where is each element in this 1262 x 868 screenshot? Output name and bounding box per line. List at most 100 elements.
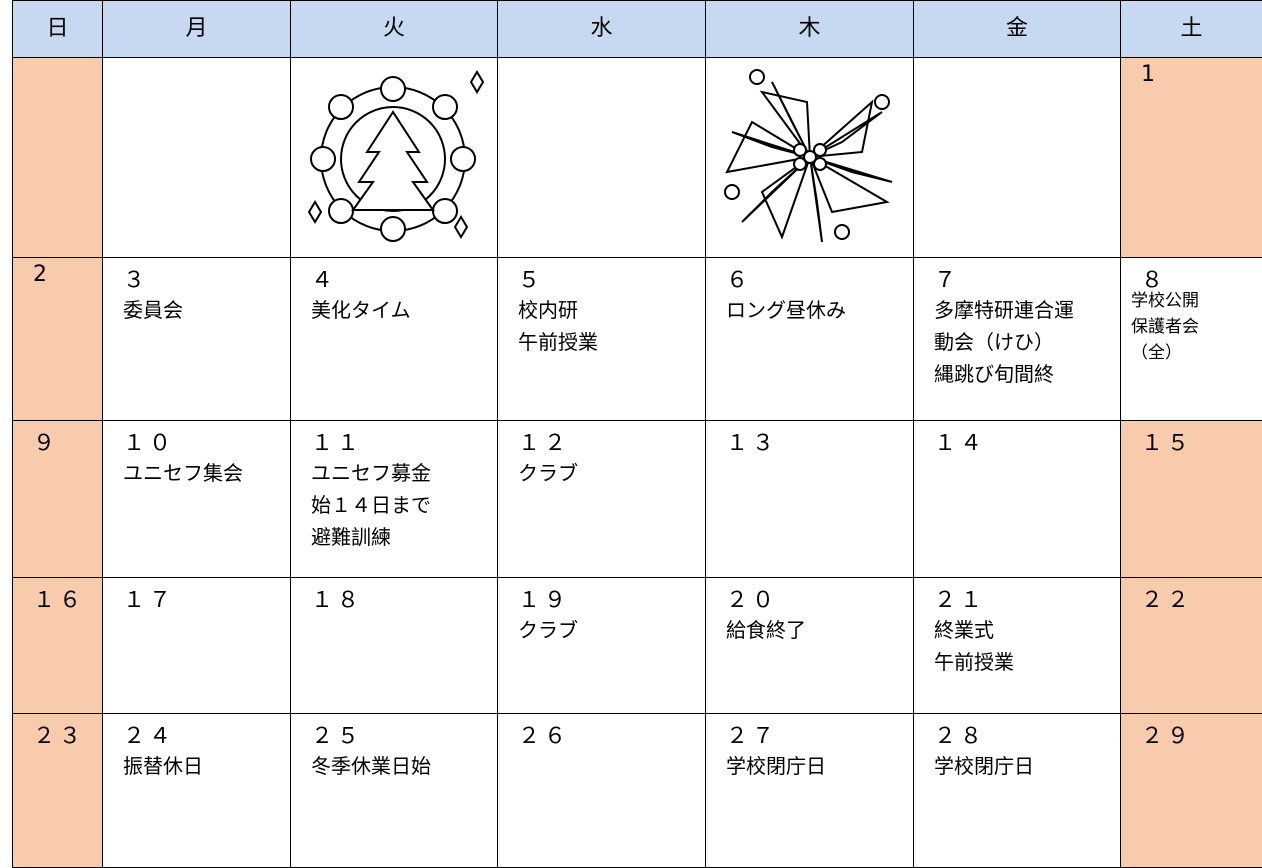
- day-number: 1: [1141, 62, 1159, 87]
- event: 学校閉庁日: [934, 754, 1034, 778]
- day-cell: ２４ 振替休日: [102, 713, 290, 868]
- weekday-header: 水: [497, 0, 705, 57]
- event: 避難訓練: [311, 525, 391, 549]
- day-cell: １５: [1120, 420, 1262, 577]
- day-cell: ５ 校内研 午前授業: [497, 257, 705, 420]
- day-number: １３: [726, 431, 779, 456]
- day-number: ２０: [726, 588, 779, 613]
- day-number: ２８: [934, 724, 987, 749]
- day-number: ２９: [1141, 724, 1194, 749]
- poinsettia-illustration: [724, 69, 893, 243]
- day-cell: 1: [1120, 57, 1262, 257]
- wreath-illustration: [307, 70, 485, 242]
- event: ユニセフ募金: [311, 461, 431, 485]
- day-cell: １３: [705, 420, 913, 577]
- day-cell: ２８ 学校閉庁日: [913, 713, 1120, 868]
- day-cell: ７ 多摩特研連合運 動会（けひ） 縄跳び旬間終: [913, 257, 1120, 420]
- event: ユニセフ集会: [123, 461, 243, 485]
- weekday-header: 金: [913, 0, 1120, 57]
- day-cell: ２６: [497, 713, 705, 868]
- day-cell: １１ ユニセフ募金 始１４日まで 避難訓練: [290, 420, 497, 577]
- day-number: ９: [33, 431, 60, 456]
- event: 午前授業: [934, 650, 1014, 674]
- day-cell: 2: [12, 257, 102, 420]
- event: （全）: [1131, 343, 1182, 363]
- events: ロング昼休み: [726, 294, 846, 326]
- event: 委員会: [123, 298, 183, 322]
- events: 校内研 午前授業: [518, 294, 598, 358]
- events: 委員会: [123, 294, 183, 326]
- day-cell: ６ ロング昼休み: [705, 257, 913, 420]
- day-number: １２: [518, 431, 571, 456]
- day-number: 2: [33, 262, 51, 287]
- events: クラブ: [518, 614, 578, 646]
- day-number: ６: [726, 268, 753, 293]
- event: ロング昼休み: [726, 298, 846, 322]
- day-number: ５: [518, 268, 545, 293]
- day-number: ２４: [123, 724, 176, 749]
- event: 振替休日: [123, 754, 203, 778]
- event: クラブ: [518, 618, 578, 642]
- day-cell: ８ 学校公開保護者会 （全）: [1120, 257, 1262, 420]
- day-cell: １９ クラブ: [497, 577, 705, 713]
- day-cell: １０ ユニセフ集会: [102, 420, 290, 577]
- day-number: ８: [1141, 268, 1168, 293]
- day-number: ２６: [518, 724, 571, 749]
- day-cell: ２１ 終業式 午前授業: [913, 577, 1120, 713]
- day-number: ２２: [1141, 588, 1194, 613]
- day-cell: [102, 57, 290, 257]
- event: 校内研: [518, 298, 578, 322]
- event: 保護者会: [1131, 317, 1199, 337]
- day-number: １７: [123, 588, 176, 613]
- event: 縄跳び旬間終: [934, 362, 1054, 386]
- day-cell: ２７ 学校閉庁日: [705, 713, 913, 868]
- events: 学校閉庁日: [934, 750, 1034, 782]
- event: クラブ: [518, 461, 578, 485]
- events: 終業式 午前授業: [934, 614, 1014, 678]
- day-number: ２３: [33, 724, 86, 749]
- day-cell: [705, 57, 913, 257]
- day-number: １９: [518, 588, 571, 613]
- weekday-header: 火: [290, 0, 497, 57]
- day-cell: ２０ 給食終了: [705, 577, 913, 713]
- weekday-header: 月: [102, 0, 290, 57]
- day-number: １５: [1141, 431, 1194, 456]
- day-cell: ２９: [1120, 713, 1262, 868]
- day-number: １６: [33, 588, 86, 613]
- day-number: ４: [311, 268, 338, 293]
- day-cell: １６: [12, 577, 102, 713]
- day-number: ２１: [934, 588, 987, 613]
- events: 冬季休業日始: [311, 750, 431, 782]
- day-cell: ２５ 冬季休業日始: [290, 713, 497, 868]
- events: 学校閉庁日: [726, 750, 826, 782]
- day-cell: [290, 57, 497, 257]
- day-number: １４: [934, 431, 987, 456]
- day-number: ２７: [726, 724, 779, 749]
- day-cell: [913, 57, 1120, 257]
- events: クラブ: [518, 457, 578, 489]
- day-number: ７: [934, 268, 961, 293]
- events: ユニセフ集会: [123, 457, 243, 489]
- day-cell: [12, 57, 102, 257]
- event: 終業式: [934, 618, 994, 642]
- event: 午前授業: [518, 330, 598, 354]
- event: 動会（けひ）: [934, 330, 1054, 354]
- events: 多摩特研連合運 動会（けひ） 縄跳び旬間終: [934, 294, 1074, 390]
- events: 学校公開保護者会 （全）: [1131, 288, 1199, 366]
- event: 学校閉庁日: [726, 754, 826, 778]
- weekday-header: 日: [12, 0, 102, 57]
- event: 美化タイム: [311, 298, 411, 322]
- day-cell: １８: [290, 577, 497, 713]
- day-cell: ９: [12, 420, 102, 577]
- weekday-header: 土: [1120, 0, 1262, 57]
- events: ユニセフ募金 始１４日まで 避難訓練: [311, 457, 431, 553]
- event: 学校公開: [1131, 291, 1199, 311]
- day-cell: ４ 美化タイム: [290, 257, 497, 420]
- day-number: １０: [123, 431, 176, 456]
- weekday-header: 木: [705, 0, 913, 57]
- event: 始１４日まで: [311, 493, 431, 517]
- day-cell: ２３: [12, 713, 102, 868]
- events: 美化タイム: [311, 294, 411, 326]
- day-cell: ２２: [1120, 577, 1262, 713]
